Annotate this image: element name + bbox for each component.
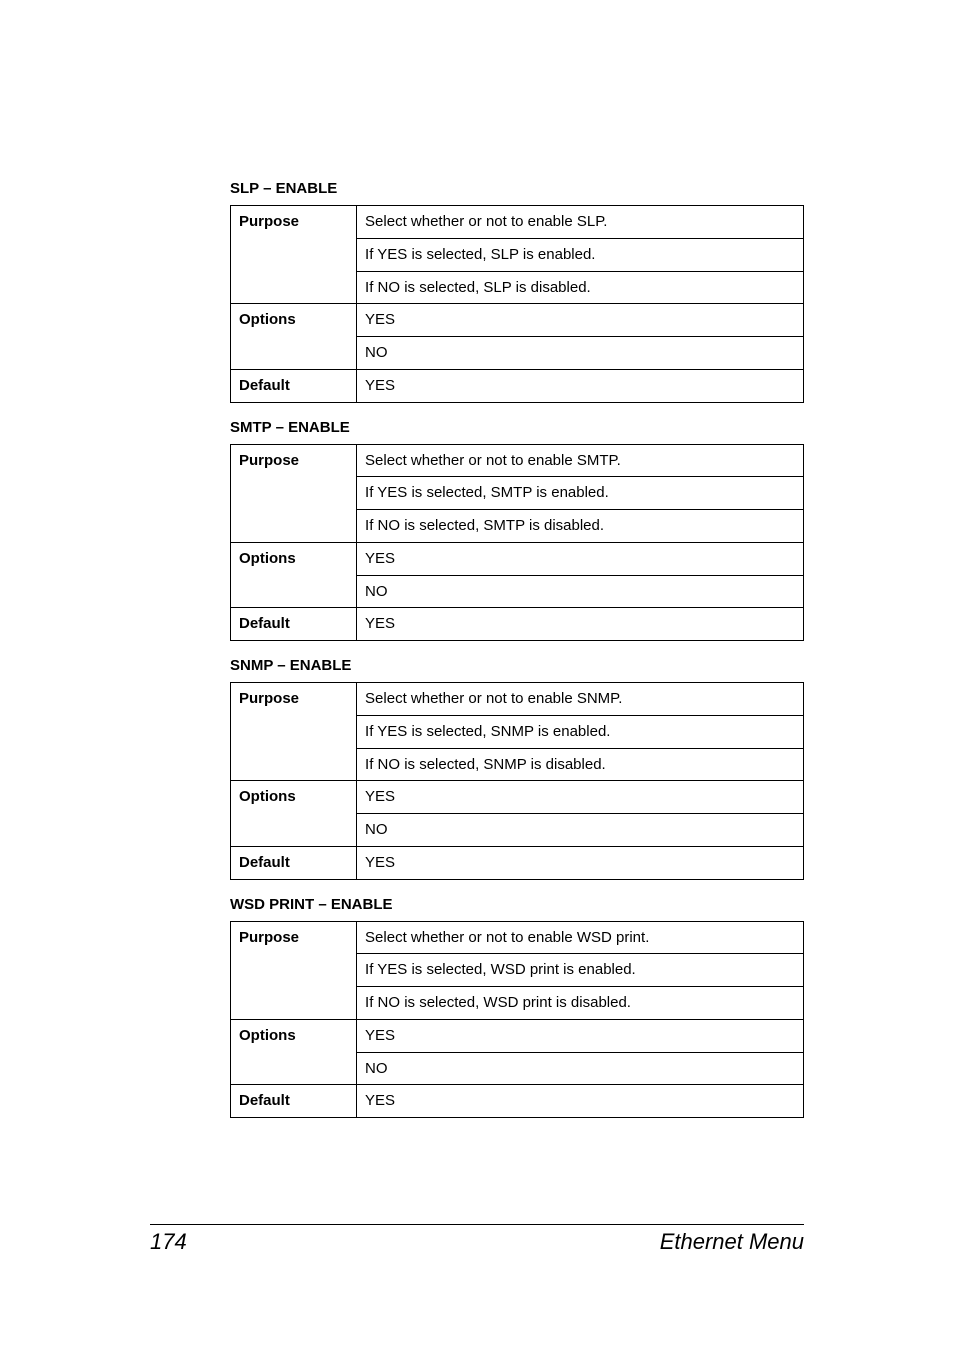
cell-default-value: YES bbox=[357, 1085, 804, 1118]
cell-options-value: NO bbox=[357, 1052, 804, 1085]
page: SLP – ENABLE Purpose Select whether or n… bbox=[0, 0, 954, 1350]
cell-purpose-value: If NO is selected, SMTP is disabled. bbox=[357, 510, 804, 543]
cell-purpose-value: Select whether or not to enable WSD prin… bbox=[357, 921, 804, 954]
cell-purpose-value: If YES is selected, SLP is enabled. bbox=[357, 238, 804, 271]
cell-purpose-label: Purpose bbox=[231, 683, 357, 781]
table-slp: Purpose Select whether or not to enable … bbox=[230, 205, 804, 403]
table-row: Purpose Select whether or not to enable … bbox=[231, 683, 804, 716]
cell-purpose-value: If YES is selected, WSD print is enabled… bbox=[357, 954, 804, 987]
cell-default-value: YES bbox=[357, 608, 804, 641]
cell-purpose-value: Select whether or not to enable SLP. bbox=[357, 206, 804, 239]
page-number: 174 bbox=[150, 1229, 187, 1255]
table-snmp: Purpose Select whether or not to enable … bbox=[230, 682, 804, 880]
cell-default-label: Default bbox=[231, 369, 357, 402]
cell-options-value: NO bbox=[357, 575, 804, 608]
cell-purpose-label: Purpose bbox=[231, 921, 357, 1019]
cell-options-label: Options bbox=[231, 1019, 357, 1085]
cell-purpose-value: Select whether or not to enable SMTP. bbox=[357, 444, 804, 477]
section-title-wsd: WSD PRINT – ENABLE bbox=[230, 896, 804, 913]
section-title-smtp: SMTP – ENABLE bbox=[230, 419, 804, 436]
section-title-slp: SLP – ENABLE bbox=[230, 180, 804, 197]
table-row: Default YES bbox=[231, 1085, 804, 1118]
table-row: Default YES bbox=[231, 369, 804, 402]
cell-purpose-value: If YES is selected, SMTP is enabled. bbox=[357, 477, 804, 510]
cell-purpose-label: Purpose bbox=[231, 206, 357, 304]
section-title-snmp: SNMP – ENABLE bbox=[230, 657, 804, 674]
table-row: Default YES bbox=[231, 608, 804, 641]
cell-options-value: NO bbox=[357, 337, 804, 370]
table-row: Purpose Select whether or not to enable … bbox=[231, 921, 804, 954]
cell-options-label: Options bbox=[231, 781, 357, 847]
table-row: Purpose Select whether or not to enable … bbox=[231, 206, 804, 239]
table-row: Options YES bbox=[231, 1019, 804, 1052]
cell-default-label: Default bbox=[231, 608, 357, 641]
cell-default-label: Default bbox=[231, 1085, 357, 1118]
table-row: Default YES bbox=[231, 846, 804, 879]
cell-options-value: YES bbox=[357, 542, 804, 575]
cell-purpose-value: If NO is selected, SLP is disabled. bbox=[357, 271, 804, 304]
cell-options-label: Options bbox=[231, 542, 357, 608]
table-smtp: Purpose Select whether or not to enable … bbox=[230, 444, 804, 642]
table-row: Options YES bbox=[231, 781, 804, 814]
footer-section-name: Ethernet Menu bbox=[660, 1229, 804, 1255]
cell-options-label: Options bbox=[231, 304, 357, 370]
cell-default-value: YES bbox=[357, 369, 804, 402]
cell-purpose-label: Purpose bbox=[231, 444, 357, 542]
table-row: Options YES bbox=[231, 304, 804, 337]
cell-options-value: NO bbox=[357, 814, 804, 847]
cell-options-value: YES bbox=[357, 1019, 804, 1052]
cell-purpose-value: If YES is selected, SNMP is enabled. bbox=[357, 715, 804, 748]
cell-options-value: YES bbox=[357, 304, 804, 337]
cell-options-value: YES bbox=[357, 781, 804, 814]
page-footer: 174 Ethernet Menu bbox=[150, 1224, 804, 1255]
cell-default-value: YES bbox=[357, 846, 804, 879]
table-wsd: Purpose Select whether or not to enable … bbox=[230, 921, 804, 1119]
cell-purpose-value: If NO is selected, WSD print is disabled… bbox=[357, 987, 804, 1020]
cell-purpose-value: Select whether or not to enable SNMP. bbox=[357, 683, 804, 716]
cell-default-label: Default bbox=[231, 846, 357, 879]
table-row: Options YES bbox=[231, 542, 804, 575]
table-row: Purpose Select whether or not to enable … bbox=[231, 444, 804, 477]
cell-purpose-value: If NO is selected, SNMP is disabled. bbox=[357, 748, 804, 781]
